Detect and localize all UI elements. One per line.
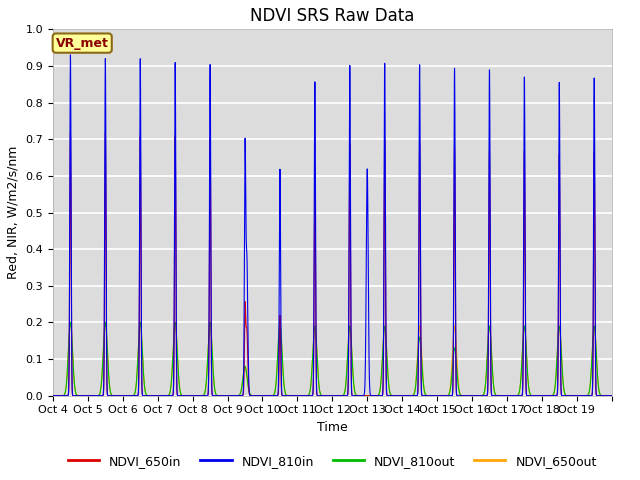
- Line: NDVI_810in: NDVI_810in: [53, 55, 612, 396]
- NDVI_650out: [513, 393, 521, 398]
- Line: NDVI_650out: NDVI_650out: [53, 323, 612, 396]
- NDVI_650out: [49, 393, 57, 398]
- NDVI_810out: [383, 356, 391, 362]
- NDVI_810out: [353, 393, 361, 398]
- NDVI_650in: [513, 393, 521, 398]
- Legend: NDVI_650in, NDVI_810in, NDVI_810out, NDVI_650out: NDVI_650in, NDVI_810in, NDVI_810out, NDV…: [63, 450, 602, 473]
- NDVI_810in: [67, 52, 74, 58]
- NDVI_810out: [608, 393, 616, 398]
- NDVI_810out: [513, 393, 521, 398]
- NDVI_810in: [513, 393, 521, 398]
- NDVI_810out: [527, 393, 535, 398]
- NDVI_810in: [608, 393, 616, 398]
- NDVI_810in: [383, 393, 391, 398]
- NDVI_810out: [486, 324, 493, 329]
- NDVI_650out: [67, 320, 74, 325]
- Text: VR_met: VR_met: [56, 36, 109, 49]
- NDVI_810in: [527, 393, 535, 398]
- NDVI_650in: [486, 161, 493, 167]
- NDVI_810out: [49, 393, 57, 398]
- Line: NDVI_650in: NDVI_650in: [53, 132, 612, 396]
- NDVI_650in: [49, 393, 57, 398]
- NDVI_650out: [353, 393, 361, 398]
- NDVI_650in: [353, 393, 361, 398]
- NDVI_650out: [486, 324, 493, 329]
- Y-axis label: Red, NIR, W/m2/s/nm: Red, NIR, W/m2/s/nm: [7, 146, 20, 279]
- NDVI_650out: [527, 393, 535, 398]
- NDVI_810out: [67, 320, 74, 325]
- NDVI_650in: [165, 393, 173, 398]
- NDVI_810out: [165, 392, 173, 398]
- NDVI_810in: [165, 393, 173, 398]
- NDVI_810in: [353, 393, 361, 398]
- NDVI_650in: [67, 129, 74, 135]
- NDVI_650out: [608, 393, 616, 398]
- NDVI_810in: [49, 393, 57, 398]
- NDVI_810in: [486, 85, 493, 91]
- NDVI_650in: [527, 393, 535, 398]
- X-axis label: Time: Time: [317, 421, 348, 434]
- NDVI_650out: [165, 392, 173, 398]
- Line: NDVI_810out: NDVI_810out: [53, 323, 612, 396]
- Title: NDVI SRS Raw Data: NDVI SRS Raw Data: [250, 7, 415, 25]
- NDVI_650out: [383, 356, 391, 362]
- NDVI_650in: [383, 393, 391, 398]
- NDVI_650in: [608, 393, 616, 398]
